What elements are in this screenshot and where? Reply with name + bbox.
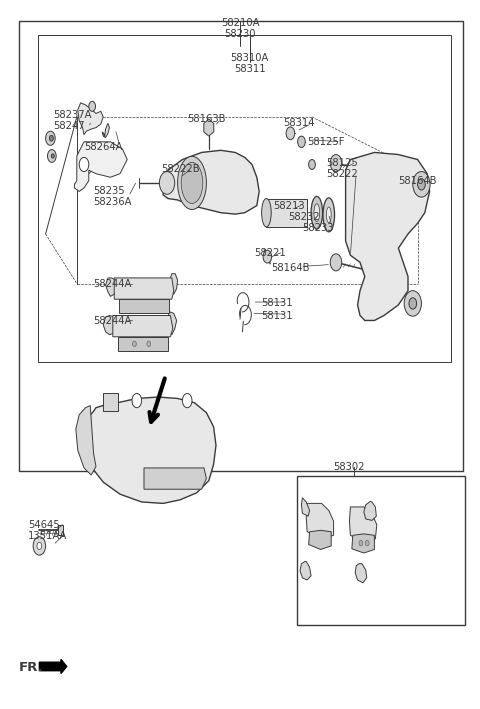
Polygon shape	[106, 278, 118, 296]
Text: 58221: 58221	[254, 248, 286, 258]
Circle shape	[51, 154, 54, 158]
Bar	[297, 476, 465, 625]
Ellipse shape	[323, 198, 335, 232]
Polygon shape	[301, 498, 310, 516]
Circle shape	[298, 136, 305, 147]
Polygon shape	[306, 503, 334, 539]
Text: FR.: FR.	[19, 661, 44, 674]
Text: 58131: 58131	[262, 298, 293, 308]
Circle shape	[413, 172, 430, 197]
Text: 58164B: 58164B	[271, 263, 310, 273]
Circle shape	[159, 172, 175, 194]
Bar	[58, 525, 63, 535]
Circle shape	[309, 160, 315, 169]
Text: 58244A: 58244A	[94, 279, 132, 289]
Circle shape	[359, 540, 363, 546]
Circle shape	[132, 393, 142, 408]
Text: 58310A: 58310A	[230, 53, 269, 63]
Polygon shape	[119, 299, 169, 313]
Circle shape	[49, 135, 53, 141]
Text: 58236A: 58236A	[94, 197, 132, 207]
Circle shape	[330, 254, 342, 271]
Polygon shape	[352, 534, 374, 553]
Polygon shape	[300, 562, 311, 580]
Polygon shape	[349, 507, 377, 542]
Circle shape	[182, 393, 192, 408]
Circle shape	[330, 155, 342, 172]
Circle shape	[409, 298, 417, 309]
Circle shape	[37, 542, 42, 549]
Text: 58230: 58230	[224, 29, 256, 39]
Polygon shape	[144, 468, 206, 489]
Text: 58164B: 58164B	[398, 176, 437, 186]
Circle shape	[89, 101, 96, 111]
Polygon shape	[204, 119, 214, 136]
Polygon shape	[102, 123, 109, 138]
Text: 58233: 58233	[302, 223, 334, 233]
Circle shape	[48, 150, 56, 162]
Ellipse shape	[178, 157, 206, 210]
Polygon shape	[78, 103, 103, 135]
Circle shape	[286, 127, 295, 140]
Circle shape	[132, 341, 136, 347]
Bar	[19, 21, 463, 471]
Polygon shape	[346, 152, 430, 320]
Polygon shape	[364, 501, 376, 520]
Text: 58311: 58311	[234, 65, 265, 74]
Polygon shape	[103, 393, 118, 411]
Text: 58125: 58125	[326, 158, 358, 168]
Text: 58314: 58314	[283, 118, 315, 128]
Bar	[38, 35, 451, 362]
Ellipse shape	[314, 204, 320, 222]
Text: 58125F: 58125F	[307, 137, 345, 147]
Polygon shape	[266, 199, 307, 227]
Text: 58210A: 58210A	[221, 18, 259, 28]
Text: 58222: 58222	[326, 169, 358, 179]
Polygon shape	[168, 274, 178, 294]
Polygon shape	[355, 564, 367, 583]
Circle shape	[33, 537, 46, 555]
Text: 58213: 58213	[274, 201, 305, 211]
Polygon shape	[118, 337, 168, 351]
Polygon shape	[103, 316, 117, 335]
Circle shape	[263, 250, 272, 263]
Polygon shape	[113, 316, 173, 337]
Circle shape	[404, 291, 421, 316]
Text: 58232: 58232	[288, 212, 320, 222]
Ellipse shape	[262, 199, 271, 227]
Polygon shape	[165, 312, 177, 335]
Text: 58237A: 58237A	[53, 110, 91, 120]
Ellipse shape	[181, 162, 203, 203]
Polygon shape	[309, 530, 331, 549]
Text: 58247: 58247	[53, 121, 84, 131]
Text: 58163B: 58163B	[187, 114, 226, 124]
Circle shape	[365, 540, 369, 546]
Ellipse shape	[326, 207, 331, 223]
FancyArrow shape	[39, 659, 67, 674]
Text: 58131: 58131	[262, 311, 293, 320]
Text: 58235: 58235	[94, 186, 125, 196]
Polygon shape	[84, 397, 216, 503]
Text: 54645: 54645	[28, 520, 60, 530]
Text: 58264A: 58264A	[84, 142, 122, 152]
Circle shape	[46, 131, 55, 145]
Polygon shape	[76, 406, 96, 475]
Text: 58244A: 58244A	[94, 316, 132, 326]
Polygon shape	[74, 142, 127, 191]
Polygon shape	[163, 150, 259, 214]
Text: 58302: 58302	[334, 462, 365, 471]
Circle shape	[418, 179, 425, 190]
Text: 58222B: 58222B	[161, 164, 199, 174]
Polygon shape	[114, 278, 174, 299]
Ellipse shape	[311, 196, 323, 229]
Text: 1351AA: 1351AA	[28, 531, 67, 541]
Circle shape	[79, 157, 89, 172]
Circle shape	[147, 341, 151, 347]
